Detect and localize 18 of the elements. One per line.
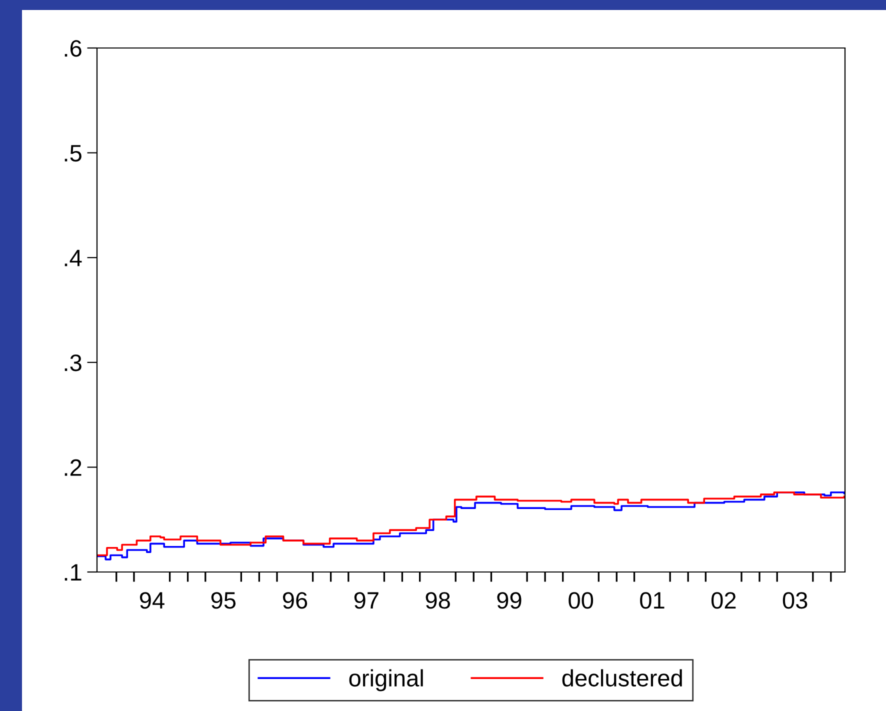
- legend-label: declustered: [562, 669, 682, 687]
- y-tick-label: .6: [64, 40, 82, 57]
- x-tick-label: 98: [426, 592, 450, 609]
- x-tick-label: 01: [640, 592, 664, 609]
- x-tick-label: 02: [711, 592, 736, 609]
- y-tick-label: .4: [64, 250, 82, 266]
- x-tick-label: 95: [211, 592, 236, 609]
- y-tick-label: .1: [64, 564, 82, 581]
- x-tick-label: 97: [354, 592, 378, 609]
- y-tick-label: .3: [64, 354, 82, 372]
- x-tick-label: 96: [282, 592, 308, 609]
- x-tick-label: 99: [497, 592, 522, 609]
- x-tick-label: 94: [140, 592, 164, 609]
- legend-label: original: [349, 669, 423, 692]
- y-tick-label: .5: [64, 145, 82, 162]
- x-tick-label: 03: [782, 592, 808, 609]
- y-tick-label: .2: [64, 459, 82, 476]
- x-tick-label: 00: [568, 592, 594, 609]
